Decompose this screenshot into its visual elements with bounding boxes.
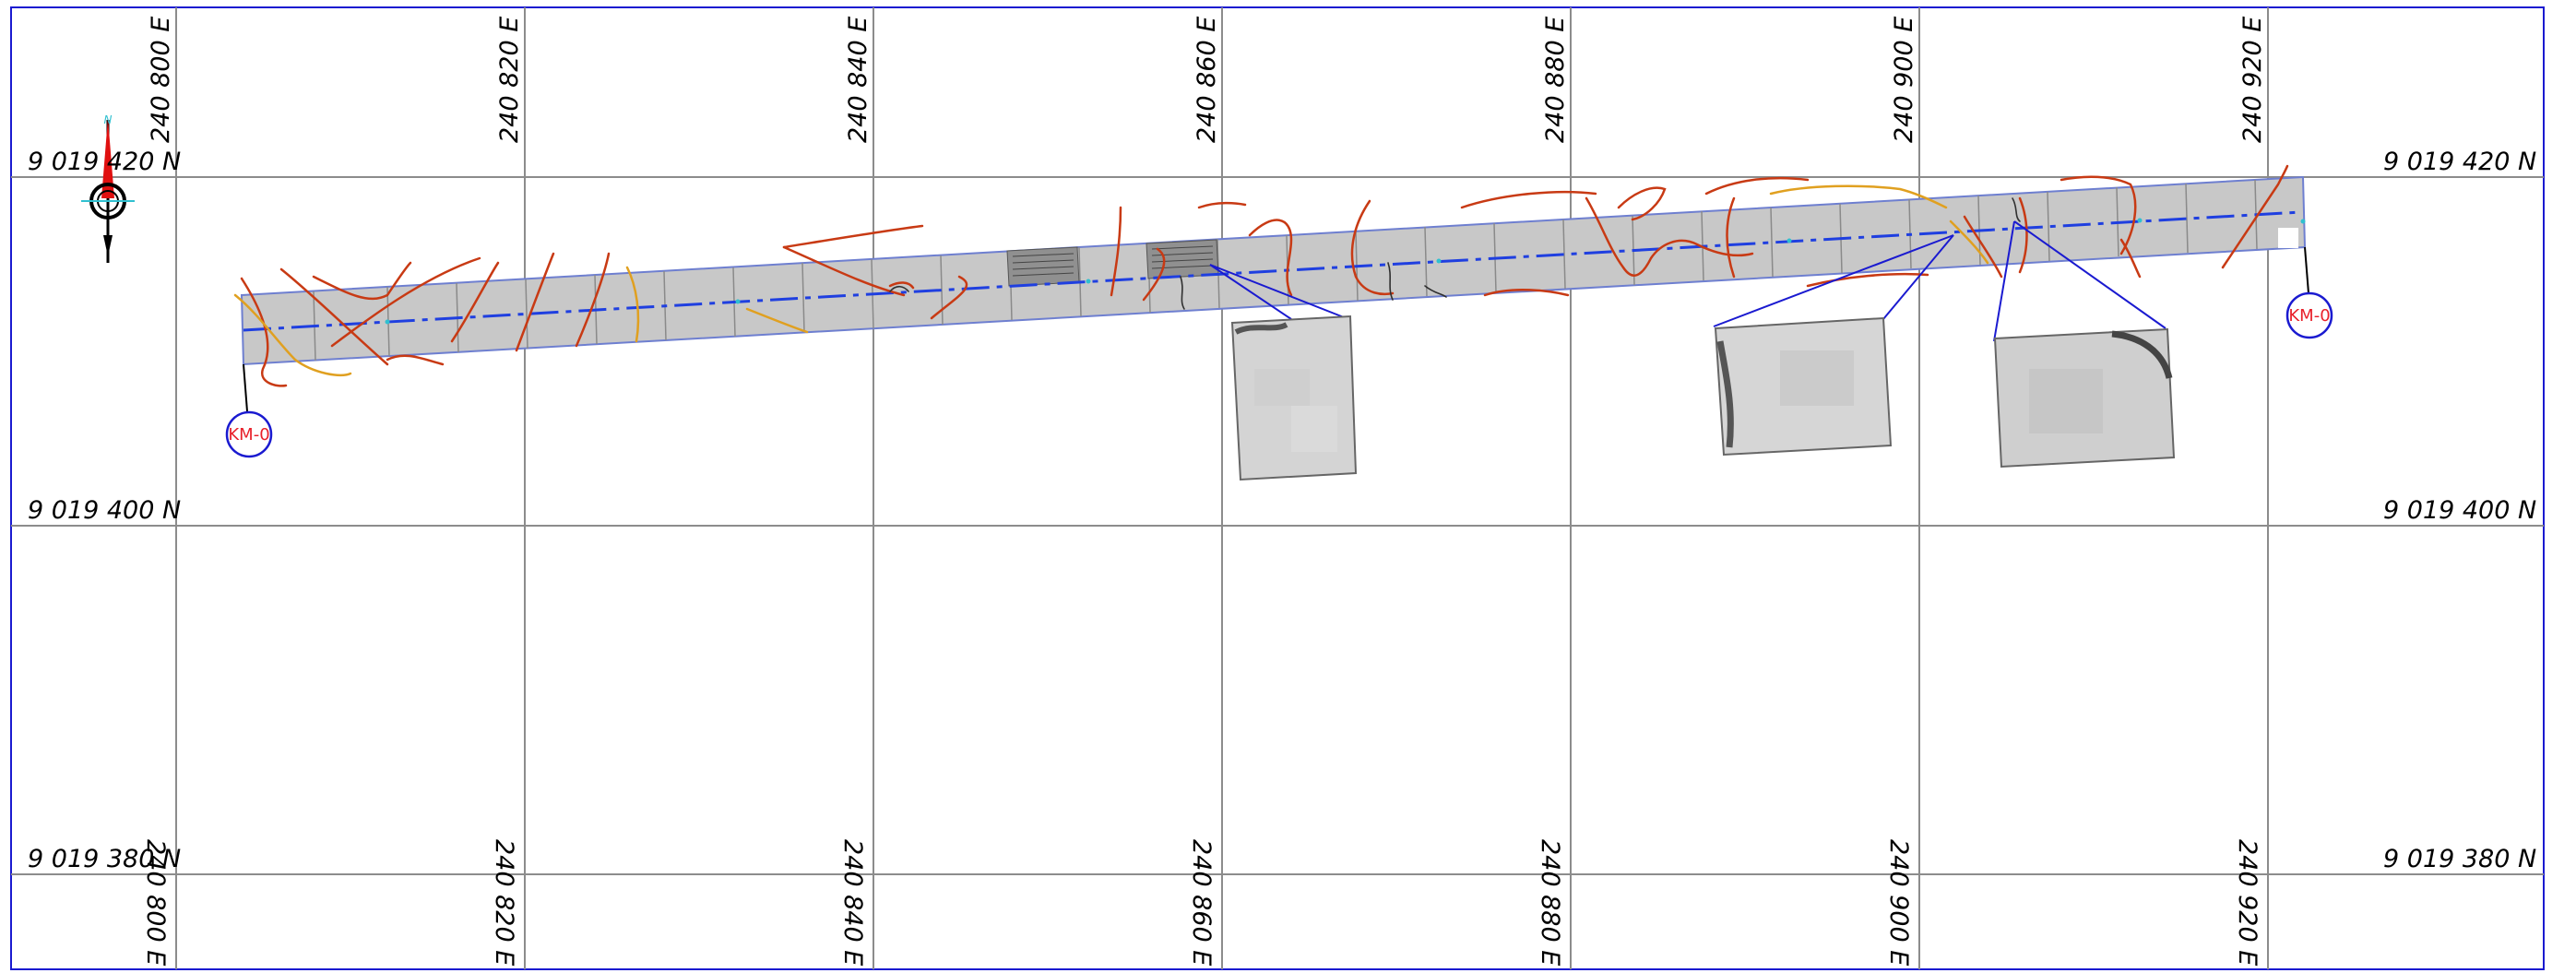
distress-patch [1006,246,1080,287]
easting-labels-top: 240 800 E 240 820 E 240 840 E 240 860 E … [147,17,2267,143]
km-marker-end: KM-0 [2285,246,2333,339]
map-border [10,6,2545,970]
easting-label-bottom: 240 840 E [838,839,867,966]
coordinate-grid [11,7,2544,969]
km-marker-start-label: KM-0 [228,425,269,445]
easting-label-top: 240 880 E [1541,17,1570,143]
northing-labels: 9 019 420 N 9 019 420 N 9 019 400 N 9 01… [28,148,2536,873]
photo-callout [1993,220,2176,469]
easting-label-bottom: 240 820 E [490,839,518,966]
easting-label-top: 240 860 E [1193,17,1221,143]
easting-label-top: 240 820 E [495,17,524,143]
road-centerline [243,210,2302,332]
northing-label-right: 9 019 400 N [2383,496,2536,525]
easting-label-top: 240 800 E [147,17,175,143]
easting-label-top: 240 900 E [1890,17,1918,143]
easting-label-bottom: 240 900 E [1884,839,1913,966]
distress-patch [1146,239,1219,279]
northing-label-left: 9 019 380 N [28,845,181,873]
northing-label-left: 9 019 420 N [28,148,181,176]
crack-markings [233,164,2289,387]
road-strip [240,175,2307,366]
northing-label-right: 9 019 420 N [2383,148,2536,176]
photo-callout [1713,234,1954,457]
easting-labels-bottom: 240 800 E 240 820 E 240 840 E 240 860 E … [141,839,2261,966]
easting-label-bottom: 240 880 E [1536,839,1564,966]
photo-callout [1209,264,1358,481]
easting-label-top: 240 920 E [2238,17,2267,143]
easting-label-bottom: 240 800 E [141,839,170,966]
easting-label-top: 240 840 E [844,17,873,143]
strip-end-block [2278,228,2298,248]
northing-label-left: 9 019 400 N [28,496,181,525]
km-marker-start: KM-0 [225,363,273,458]
north-letter: N [104,113,113,126]
station-ticks [385,218,2306,325]
easting-label-bottom: 240 920 E [2233,839,2261,966]
easting-label-bottom: 240 860 E [1187,839,1216,966]
north-arrow-icon: N [81,113,135,263]
km-marker-end-label: KM-0 [2288,306,2330,326]
northing-label-right: 9 019 380 N [2383,845,2536,873]
